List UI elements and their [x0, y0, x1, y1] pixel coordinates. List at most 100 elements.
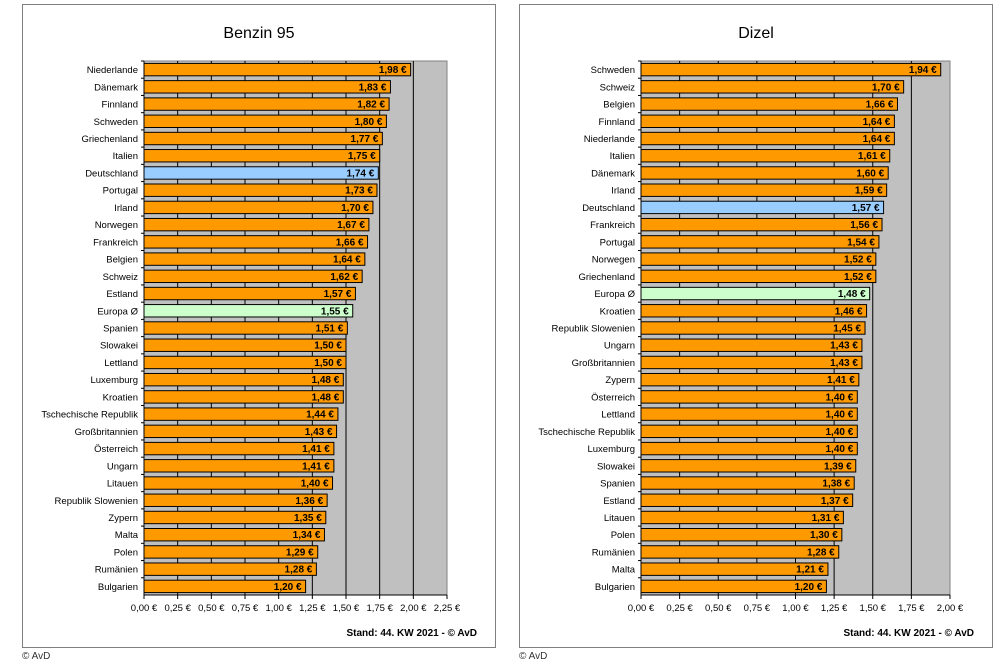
x-tick-label: 2,25 €: [434, 603, 461, 614]
data-label: 1,39 €: [824, 461, 852, 472]
category-label: Schweden: [591, 65, 635, 76]
x-tick-label: 0,00 €: [131, 603, 158, 614]
data-label: 1,46 €: [835, 306, 863, 317]
chart-footer: Stand: 44. KW 2021 - © AvD: [843, 628, 974, 639]
data-label: 1,56 €: [850, 220, 878, 231]
data-label: 1,62 €: [330, 272, 358, 283]
category-label: Frankreich: [93, 237, 138, 248]
data-label: 1,55 €: [321, 306, 349, 317]
category-label: Lettland: [104, 358, 138, 369]
bar: [640, 269, 877, 284]
category-label: Tschechische Republik: [41, 410, 138, 421]
category-label: Estland: [603, 496, 635, 507]
bar: [640, 252, 877, 266]
data-label: 1,44 €: [306, 410, 334, 421]
category-label: Slowakei: [597, 461, 635, 472]
data-label: 1,29 €: [286, 547, 314, 558]
x-tick-label: 1,50 €: [333, 603, 360, 614]
category-label: Luxemburg: [90, 375, 138, 386]
data-label: 1,43 €: [830, 341, 858, 352]
category-label: Tschechische Republik: [538, 427, 635, 438]
data-label: 1,67 €: [337, 220, 365, 231]
x-tick-label: 2,00 €: [400, 603, 427, 614]
category-label: Polen: [611, 530, 635, 541]
data-label: 1,52 €: [844, 272, 872, 283]
bar: [143, 62, 412, 77]
data-label: 1,20 €: [274, 582, 302, 593]
data-label: 1,48 €: [311, 375, 339, 386]
data-label: 1,80 €: [355, 117, 383, 128]
bar: [640, 80, 905, 94]
data-label: 1,61 €: [858, 151, 886, 162]
data-label: 1,64 €: [333, 255, 361, 266]
category-label: Spanien: [600, 479, 635, 490]
data-label: 1,40 €: [825, 410, 853, 421]
data-label: 1,52 €: [844, 255, 872, 266]
category-label: Ungarn: [604, 341, 635, 352]
data-label: 1,83 €: [359, 82, 387, 93]
bar: [640, 338, 863, 352]
category-label: Kroatien: [103, 392, 138, 403]
data-label: 1,38 €: [822, 479, 850, 490]
bar: [640, 131, 895, 146]
bar: [640, 286, 871, 301]
bar: [640, 114, 895, 128]
category-label: Österreich: [94, 444, 138, 455]
data-label: 1,70 €: [341, 203, 369, 214]
data-label: 1,66 €: [336, 237, 364, 248]
category-label: Dänemark: [94, 82, 138, 93]
bar: [640, 321, 866, 335]
category-label: Österreich: [591, 392, 635, 403]
category-label: Litauen: [107, 479, 138, 490]
category-label: Großbritannien: [572, 358, 635, 369]
bar: [143, 80, 391, 94]
data-label: 1,41 €: [302, 461, 330, 472]
chart-panel-dizel: Dizel 0,00 € 0,25 € 0,50 € 0,75 € 1,00 € 1,25…: [519, 4, 993, 648]
category-label: Malta: [115, 530, 139, 541]
data-label: 1,60 €: [856, 168, 884, 179]
category-label: Schweiz: [103, 272, 139, 283]
x-tick-label: 0,50 €: [198, 603, 225, 614]
data-label: 1,48 €: [838, 289, 866, 300]
category-label: Republik Slowenien: [552, 324, 635, 335]
x-tick-label: 0,25 €: [666, 603, 693, 614]
data-label: 1,50 €: [314, 341, 342, 352]
bar-chart-benzin: 0,00 € 0,25 € 0,50 € 0,75 € 1,00 € 1,25 € 1,50…: [41, 60, 461, 614]
x-tick-label: 1,25 €: [821, 603, 848, 614]
data-label: 1,41 €: [302, 444, 330, 455]
category-label: Malta: [612, 565, 636, 576]
bar: [143, 252, 366, 266]
data-label: 1,98 €: [379, 65, 407, 76]
data-label: 1,37 €: [821, 496, 849, 507]
copyright-text: © AvD: [519, 651, 548, 662]
data-label: 1,30 €: [810, 530, 838, 541]
category-label: Spanien: [103, 324, 138, 335]
category-label: Zypern: [108, 513, 138, 524]
category-label: Portugal: [103, 186, 138, 197]
bar-chart-dizel: 0,00 € 0,25 € 0,50 € 0,75 € 1,00 € 1,25 € 1,50…: [538, 60, 964, 614]
data-label: 1,20 €: [795, 582, 823, 593]
x-tick-label: 1,50 €: [860, 603, 887, 614]
data-label: 1,43 €: [305, 427, 333, 438]
category-label: Slowakei: [100, 341, 138, 352]
x-tick-label: 0,25 €: [164, 603, 191, 614]
bar: [640, 304, 868, 318]
category-label: Rumänien: [95, 565, 138, 576]
data-label: 1,70 €: [872, 82, 900, 93]
category-label: Niederlande: [87, 65, 138, 76]
category-label: Dänemark: [591, 168, 635, 179]
category-label: Frankreich: [590, 220, 635, 231]
bar: [143, 235, 369, 249]
x-tick-label: 1,75 €: [366, 603, 393, 614]
category-label: Bulgarien: [98, 582, 138, 593]
chart-footer: Stand: 44. KW 2021 - © AvD: [346, 628, 477, 639]
category-label: Bulgarien: [595, 582, 635, 593]
x-tick-label: 1,75 €: [898, 603, 925, 614]
bar: [143, 149, 381, 163]
category-label: Finnland: [599, 117, 635, 128]
x-tick-label: 0,75 €: [232, 603, 259, 614]
bar: [640, 355, 863, 370]
data-label: 1,74 €: [347, 168, 375, 179]
chart-title: Dizel: [738, 25, 774, 42]
category-label: Litauen: [604, 513, 635, 524]
